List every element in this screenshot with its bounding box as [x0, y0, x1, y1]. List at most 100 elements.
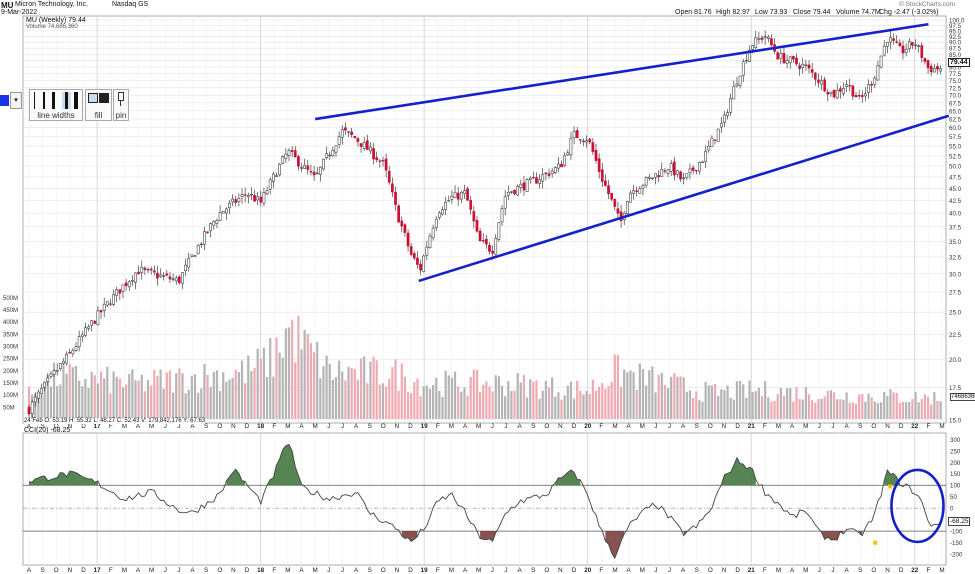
price-tick-label: 80.0: [949, 65, 962, 72]
candle-body: [162, 275, 166, 277]
candle-body: [848, 85, 852, 87]
volume-bar: [109, 393, 112, 419]
volume-bar: [59, 384, 62, 419]
volume-bar: [535, 380, 538, 419]
candle-body: [33, 396, 37, 403]
candle-body: [434, 218, 438, 228]
volume-bar: [103, 378, 106, 419]
volume-bar: [256, 348, 259, 419]
candle-body: [353, 136, 357, 139]
cci-x-tick-label: S: [41, 567, 45, 574]
x-tick-label: A: [790, 423, 795, 430]
line-width-2-button[interactable]: [43, 92, 45, 109]
cci-x-tick-label: J: [341, 567, 344, 574]
candle-body: [256, 196, 260, 201]
volume-bar: [648, 370, 651, 419]
candle-body: [102, 303, 106, 311]
cci-x-tick-label: M: [939, 567, 944, 574]
volume-bar: [854, 403, 858, 419]
pin-icon[interactable]: [118, 92, 124, 101]
line-width-3-button[interactable]: [52, 92, 55, 109]
cci-x-tick-label: N: [558, 567, 563, 574]
candle-body: [519, 183, 523, 188]
line-width-5-button[interactable]: [74, 92, 78, 109]
candle-body: [914, 44, 917, 47]
volume-bar: [507, 380, 510, 419]
cci-overbought-fill: [555, 470, 581, 486]
candle-body: [281, 156, 285, 164]
cci-x-tick-label: A: [27, 567, 32, 574]
cci-x-tick-label: D: [81, 567, 86, 574]
line-width-1-button[interactable]: [34, 92, 35, 109]
color-swatch[interactable]: [0, 95, 9, 106]
candle-body: [510, 191, 513, 193]
line-width-4-button[interactable]: [62, 92, 71, 109]
price-tick-label: 22.5: [949, 332, 962, 339]
volume-bar: [193, 374, 197, 419]
volume-bar: [312, 352, 316, 419]
candle-body: [654, 173, 657, 178]
volume-bar: [175, 373, 178, 419]
candle-body: [557, 163, 560, 169]
candle-body: [882, 45, 886, 56]
candle-body: [823, 79, 827, 92]
candle-body: [416, 257, 419, 265]
candle-body: [250, 193, 253, 196]
candle-body: [425, 246, 429, 256]
price-tick-label: 65.0: [949, 108, 962, 115]
candle-body: [541, 174, 545, 182]
volume-bar: [172, 392, 175, 419]
volume-bar: [760, 396, 764, 419]
candle-body: [920, 45, 924, 58]
candle-body: [917, 45, 921, 47]
candle-body: [735, 83, 739, 87]
candle-body: [438, 212, 441, 218]
cci-x-tick-label: M: [449, 567, 454, 574]
fill-none-button[interactable]: [88, 93, 98, 103]
candle-body: [469, 200, 473, 210]
candle-body: [303, 165, 307, 169]
candle-body: [318, 166, 322, 175]
candle-body: [80, 334, 84, 337]
cci-x-tick-label: N: [885, 567, 890, 574]
candle-body: [751, 45, 754, 50]
candle-body: [644, 177, 648, 186]
volume-bar: [557, 392, 560, 419]
volume-bar: [779, 387, 782, 419]
fill-solid-button[interactable]: [99, 93, 109, 103]
volume-bar: [325, 355, 328, 419]
candle-body: [657, 175, 661, 178]
candle-body: [409, 246, 413, 255]
volume-bar: [215, 370, 219, 419]
volume-bar: [939, 401, 942, 419]
candle-body: [265, 190, 269, 195]
candle-body: [776, 52, 780, 60]
cci-x-tick-label: O: [708, 567, 713, 574]
volume-bar: [497, 376, 500, 419]
candle-body: [572, 130, 576, 139]
candle-body: [804, 64, 808, 66]
cci-x-tick-label: A: [354, 567, 359, 574]
volume-bar: [579, 390, 582, 419]
candle-body: [422, 255, 426, 272]
candle-body: [879, 55, 883, 68]
candle-body: [372, 148, 375, 160]
candle-body: [826, 91, 830, 95]
volume-bar: [265, 376, 269, 419]
x-tick-label: N: [722, 423, 727, 430]
cci-x-tick-label: J: [818, 567, 821, 574]
volume-bar: [848, 402, 851, 419]
price-tick-label: 72.5: [949, 85, 962, 92]
cci-overbought-fill: [226, 469, 246, 486]
candle-body: [535, 177, 538, 184]
price-tick-label: 92.5: [949, 34, 962, 41]
candle-body: [472, 211, 476, 222]
x-tick-label: F: [926, 423, 930, 430]
color-dropdown-button[interactable]: ▾: [10, 92, 22, 109]
volume-bar: [923, 394, 927, 419]
cci-tick-label: 300: [950, 437, 961, 444]
cci-x-tick-label: A: [681, 567, 686, 574]
volume-bar: [278, 352, 281, 419]
candle-body: [792, 56, 795, 60]
cci-panel-frame: [22, 432, 947, 566]
